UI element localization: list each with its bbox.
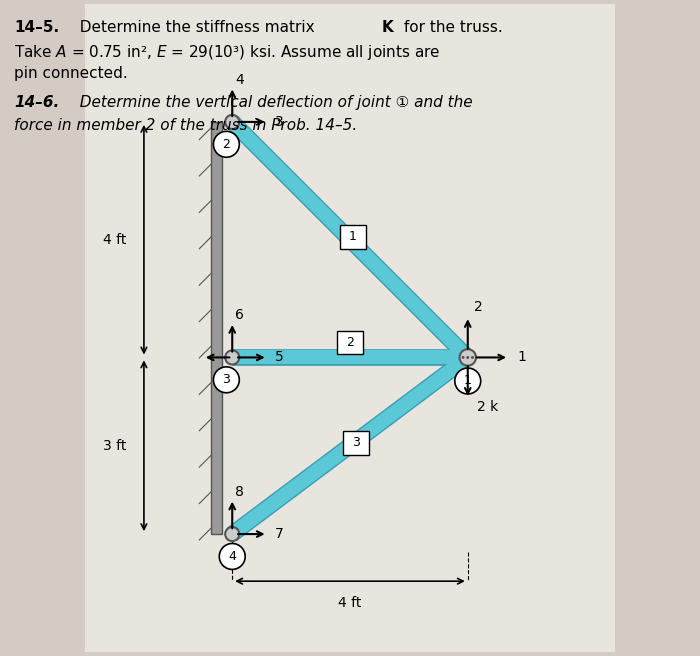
Text: 14–6.: 14–6. <box>14 95 60 110</box>
Text: 3: 3 <box>223 373 230 386</box>
Text: Determine the vertical deflection of joint ① and the: Determine the vertical deflection of joi… <box>70 95 473 110</box>
Text: pin connected.: pin connected. <box>14 66 127 81</box>
Circle shape <box>471 356 474 359</box>
Circle shape <box>225 115 239 129</box>
Circle shape <box>225 350 239 365</box>
Text: 7: 7 <box>274 527 284 541</box>
FancyBboxPatch shape <box>343 431 369 455</box>
Text: 4: 4 <box>228 550 236 563</box>
Text: 2: 2 <box>474 300 482 314</box>
FancyBboxPatch shape <box>337 331 363 354</box>
Text: 2: 2 <box>346 337 354 349</box>
Text: 14–5.: 14–5. <box>14 20 59 35</box>
Circle shape <box>461 356 465 359</box>
Bar <box>211 122 222 534</box>
Text: Determine the stiffness matrix: Determine the stiffness matrix <box>70 20 319 35</box>
Text: 4 ft: 4 ft <box>103 233 126 247</box>
FancyBboxPatch shape <box>340 225 366 249</box>
Text: 4 ft: 4 ft <box>338 596 362 610</box>
Circle shape <box>214 367 239 393</box>
Text: 4: 4 <box>235 73 244 87</box>
Text: 5: 5 <box>274 350 284 365</box>
Circle shape <box>459 349 476 365</box>
Text: 6: 6 <box>235 308 244 322</box>
Circle shape <box>455 368 481 394</box>
Text: 1: 1 <box>464 375 472 388</box>
Text: 3: 3 <box>274 115 284 129</box>
Text: 3 ft: 3 ft <box>103 439 126 453</box>
Text: 8: 8 <box>235 485 244 499</box>
Text: for the truss.: for the truss. <box>399 20 503 35</box>
Text: 3: 3 <box>352 436 360 449</box>
Circle shape <box>225 527 239 541</box>
Text: force in member 2 of the truss in Prob. 14–5.: force in member 2 of the truss in Prob. … <box>14 118 357 133</box>
Text: Take $A$ = 0.75 in², $E$ = 29(10³) ksi. Assume all joints are: Take $A$ = 0.75 in², $E$ = 29(10³) ksi. … <box>14 43 440 62</box>
Text: 1: 1 <box>518 350 526 365</box>
Text: 2 k: 2 k <box>477 400 498 415</box>
Text: K: K <box>382 20 393 35</box>
Circle shape <box>219 544 245 569</box>
Text: 2: 2 <box>223 138 230 151</box>
Circle shape <box>466 356 469 359</box>
Text: 1: 1 <box>349 230 357 243</box>
Circle shape <box>214 131 239 157</box>
